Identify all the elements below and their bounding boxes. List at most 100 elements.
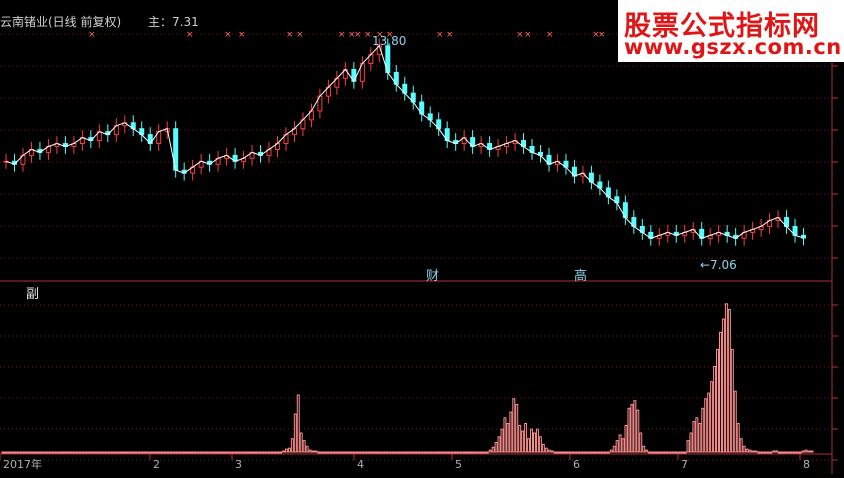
price-line	[5, 44, 804, 239]
indicator-bar	[341, 451, 345, 454]
date-tick-label: 6	[573, 458, 580, 471]
indicator-bar	[648, 451, 652, 454]
indicator-bar	[470, 451, 474, 454]
indicator-bar	[562, 451, 566, 454]
indicator-bar	[683, 451, 687, 454]
indicator-bar	[594, 451, 598, 454]
indicator-bar	[382, 451, 386, 454]
indicator-bar	[42, 451, 46, 454]
indicator-bar	[314, 450, 318, 453]
indicator-bar	[781, 451, 784, 454]
indicator-bar	[403, 451, 407, 454]
indicator-bar	[394, 451, 398, 454]
indicator-bar	[190, 451, 194, 454]
indicator-bar	[518, 424, 522, 453]
indicator-bar	[789, 451, 793, 454]
indicator-bar	[178, 451, 182, 454]
indicator-bar	[772, 450, 776, 453]
indicator-bar	[559, 451, 563, 454]
indicator-bar	[695, 417, 699, 453]
indicator-bar	[140, 451, 144, 454]
signal-marker: ×	[376, 30, 384, 40]
indicator-bar	[488, 449, 492, 453]
indicator-bar	[423, 451, 427, 454]
indicator-bar	[538, 436, 542, 453]
indicator-bar	[90, 451, 94, 454]
indicator-bar	[642, 445, 646, 453]
indicator-bar	[544, 447, 548, 453]
indicator-bar	[589, 451, 593, 454]
indicator-bar	[33, 451, 37, 454]
indicator-bar	[311, 450, 315, 453]
indicator-bar	[600, 451, 604, 454]
indicator-bar	[4, 451, 8, 454]
indicator-bar	[432, 451, 436, 454]
indicator-bar	[208, 451, 212, 454]
chart-title: 云南锗业(日线 前复权)	[0, 15, 122, 29]
indicator-bar	[234, 451, 238, 454]
indicator-bar	[323, 451, 327, 454]
indicator-bar	[400, 451, 404, 454]
indicator-bar	[680, 451, 684, 454]
indicator-bar	[506, 423, 510, 453]
indicator-bar	[379, 451, 383, 454]
indicator-bar	[668, 451, 672, 454]
indicator-bar	[181, 451, 185, 454]
indicator-bar	[225, 451, 229, 454]
indicator-bar	[69, 451, 73, 454]
signal-marker: ×	[88, 30, 96, 40]
indicator-bar	[31, 451, 34, 454]
indicator-bar	[530, 428, 533, 453]
event-marker-1: 财	[426, 269, 440, 284]
indicator-bar	[769, 451, 773, 454]
indicator-bar	[662, 451, 666, 454]
indicator-bar	[618, 434, 622, 453]
signal-marker: ×	[386, 30, 394, 40]
indicator-bar	[370, 451, 374, 454]
indicator-bar	[547, 449, 551, 453]
indicator-bar	[131, 451, 135, 454]
indicator-bar	[612, 445, 616, 453]
indicator-bar	[373, 451, 377, 454]
indicator-bar	[308, 449, 312, 453]
indicator-bar	[713, 366, 717, 453]
indicator-bar	[692, 421, 696, 453]
indicator-bar	[597, 451, 601, 454]
indicator-bar	[468, 451, 471, 454]
indicator-bar	[7, 451, 11, 454]
indicator-bar	[270, 451, 274, 454]
indicator-bar	[149, 451, 153, 454]
indicator-bar	[754, 450, 758, 453]
indicator-bar	[13, 451, 17, 454]
indicator-bar	[651, 451, 655, 454]
indicator-bar	[757, 451, 761, 454]
indicator-bar	[93, 451, 96, 454]
indicator-bar	[654, 451, 658, 454]
indicator-bar	[302, 440, 306, 453]
indicator-bar	[724, 303, 728, 453]
indicator-bar	[193, 451, 197, 454]
indicator-bar	[284, 448, 288, 453]
indicator-bar	[532, 432, 536, 453]
date-tick-label: 5	[455, 458, 462, 471]
indicator-bar	[636, 409, 640, 453]
indicator-bar	[57, 451, 61, 454]
indicator-bar	[160, 451, 164, 454]
signal-marker: ×	[238, 30, 246, 40]
indicator-bar	[677, 451, 681, 454]
signal-marker: ×	[446, 30, 454, 40]
indicator-bar	[512, 398, 516, 453]
indicator-bar	[287, 447, 291, 453]
indicator-bar	[627, 407, 631, 453]
indicator-bar	[104, 451, 108, 454]
signal-marker: ×	[598, 30, 606, 40]
indicator-bar	[349, 451, 353, 454]
indicator-bar	[727, 309, 731, 453]
indicator-bar	[698, 423, 702, 453]
indicator-bar	[344, 451, 347, 454]
indicator-bar	[810, 450, 814, 453]
date-tick-label: 2017年	[3, 457, 42, 471]
indicator-bar	[172, 451, 176, 454]
indicator-bar	[361, 451, 365, 454]
indicator-bar	[134, 451, 138, 454]
